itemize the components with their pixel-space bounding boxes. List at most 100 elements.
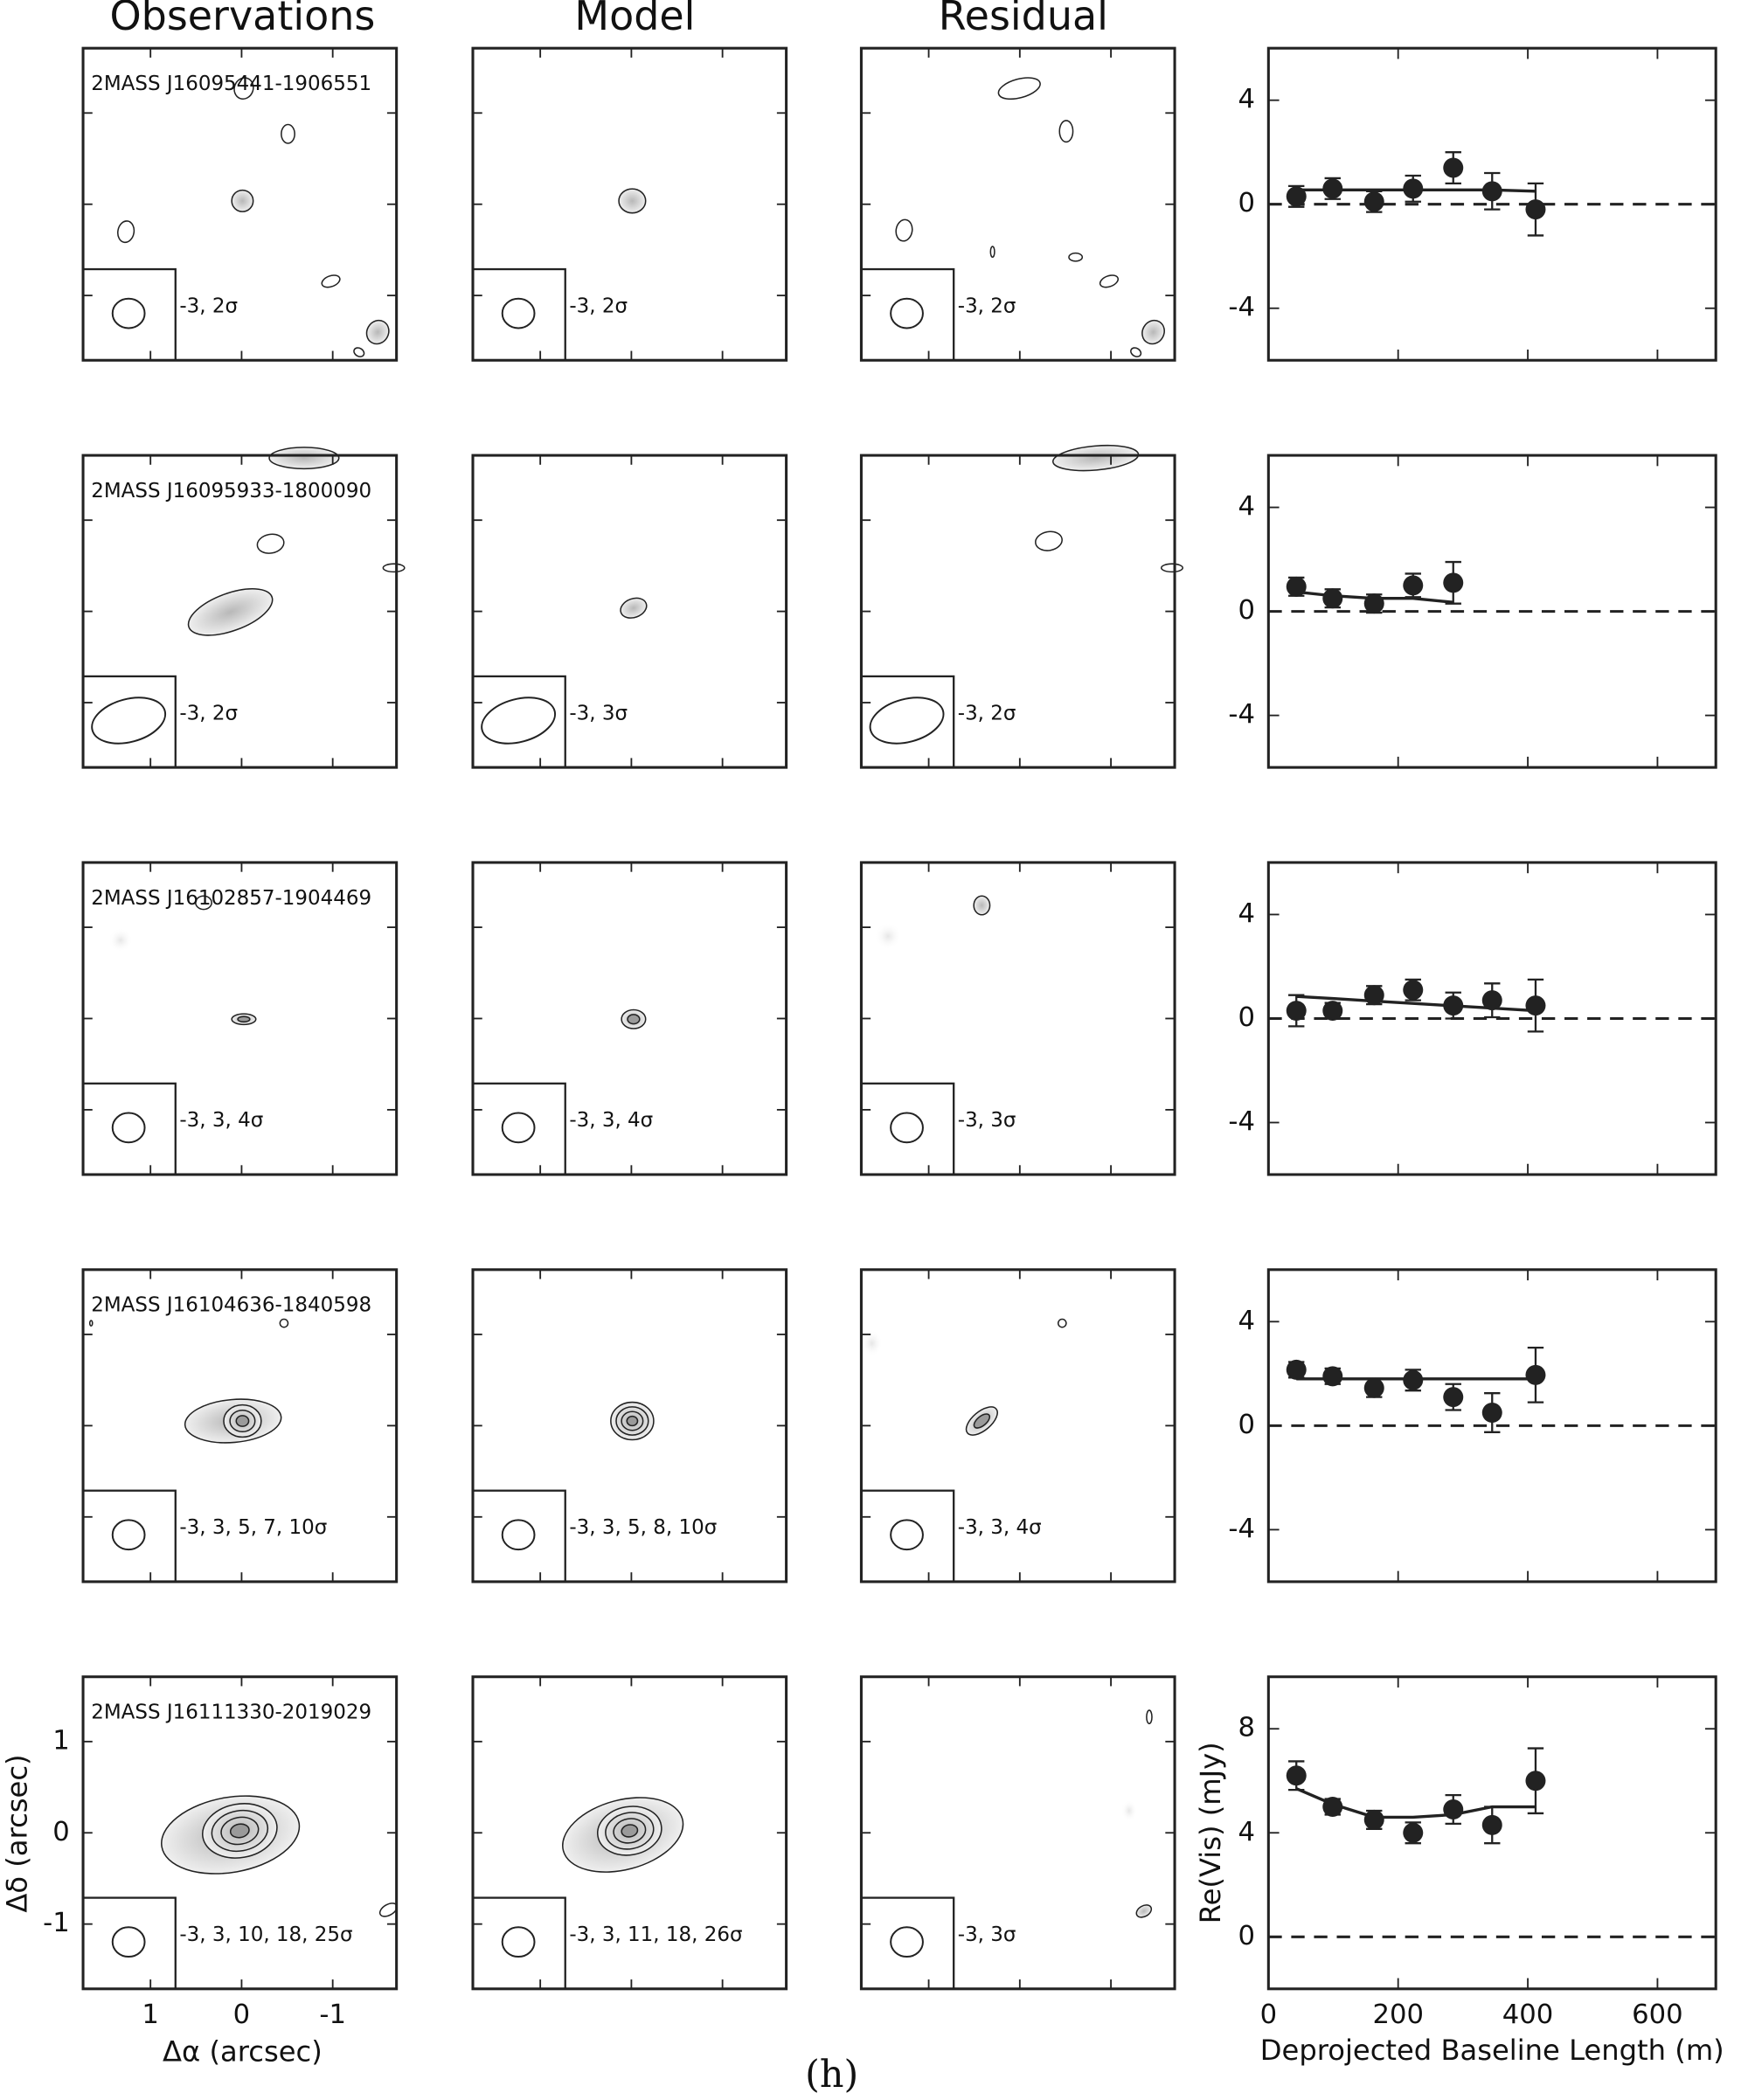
beam <box>890 297 924 329</box>
beam-box <box>860 1896 955 1990</box>
data-point <box>1403 178 1424 199</box>
column-title: Residual <box>939 0 1108 39</box>
x-tick-label: 600 <box>1632 2000 1682 2030</box>
beam <box>501 1519 536 1551</box>
contour <box>973 1413 991 1429</box>
beam <box>111 297 146 329</box>
data-point <box>1403 980 1424 1001</box>
contour <box>237 1015 251 1023</box>
contour <box>605 1812 655 1850</box>
contour <box>229 1823 250 1839</box>
map-panel: -3, 3σ <box>859 861 1176 1176</box>
contour <box>613 1818 647 1844</box>
beam <box>481 697 557 745</box>
column-title: Observations <box>109 0 375 39</box>
beam-box <box>81 675 177 769</box>
contour-levels: -3, 3, 5, 7, 10σ <box>179 1516 327 1539</box>
x-tick-label: 400 <box>1502 2000 1553 2030</box>
map-panel: -3, 3, 5, 7, 10σ 2MASS J16104636-1840598 <box>81 1268 399 1584</box>
data-point <box>1322 1797 1343 1817</box>
panel-frame <box>859 1268 1176 1584</box>
panel-frame <box>471 1675 788 1991</box>
data-point <box>1443 995 1464 1016</box>
y-tick-label: 0 <box>1238 1921 1256 1951</box>
contour-levels: -3, 2σ <box>569 295 628 317</box>
beam-box <box>471 1896 566 1990</box>
contour-levels: -3, 3σ <box>569 702 628 724</box>
contour <box>989 246 995 259</box>
contour-levels: -3, 3, 10, 18, 25σ <box>179 1923 352 1946</box>
data-point <box>1481 1814 1502 1835</box>
data-point <box>1403 1369 1424 1390</box>
map-panel: -3, 3, 11, 18, 26σ <box>471 1675 788 1991</box>
contour <box>365 319 390 345</box>
map-panel: -3, 2σ <box>859 46 1176 362</box>
data-point <box>1481 181 1502 202</box>
source-name: 2MASS J16102857-1904469 <box>91 887 371 910</box>
y-tick-label: 0 <box>1238 188 1256 218</box>
y-tick-label: 4 <box>1238 1817 1256 1847</box>
beam-box <box>860 1082 955 1176</box>
data-point <box>1363 593 1384 614</box>
contour <box>1099 274 1120 288</box>
data-point <box>1403 1822 1424 1843</box>
map-panel: -3, 3σ <box>471 454 788 769</box>
contour <box>321 274 341 288</box>
contour <box>626 1415 639 1427</box>
contour <box>279 1318 289 1328</box>
data-point <box>1481 1403 1502 1423</box>
contour <box>88 1320 94 1327</box>
y-tick-label: 0 <box>1238 1410 1256 1440</box>
data-point <box>1322 178 1343 199</box>
beam <box>91 697 167 745</box>
beam-box <box>81 1896 177 1990</box>
y-tick-label: 4 <box>1238 1306 1256 1336</box>
beam-box <box>81 267 177 362</box>
beam-box <box>860 267 955 362</box>
data-point <box>1286 576 1307 597</box>
beam-box <box>471 675 566 769</box>
panel-frame <box>471 1268 788 1584</box>
panel-frame <box>859 861 1176 1176</box>
map-panel: -3, 3σ <box>859 1675 1176 1991</box>
map-panel: -3, 2σ 2MASS J16095441-1906551 <box>81 46 399 362</box>
x-tick-label: 0 <box>233 2000 251 2030</box>
caption: (h) <box>805 2053 858 2097</box>
contour <box>256 533 285 554</box>
x-axis-label: Deprojected Baseline Length (m) <box>1260 2034 1724 2067</box>
panel-frame <box>81 1268 399 1584</box>
plot-background <box>1268 455 1717 768</box>
panel-frame <box>859 1675 1176 1991</box>
beam <box>890 1519 924 1551</box>
contour <box>353 347 365 357</box>
beam-box <box>471 267 566 362</box>
map-panel: -3, 3, 4σ <box>471 861 788 1176</box>
y-tick-label: 0 <box>1238 595 1256 626</box>
contour <box>1160 563 1184 573</box>
contour-levels: -3, 3, 4σ <box>569 1109 653 1132</box>
contour <box>211 1809 269 1853</box>
contour <box>621 1410 644 1431</box>
data-point <box>1286 186 1307 207</box>
plot-frame <box>1266 1675 1717 1991</box>
plot-frame <box>1266 1268 1717 1584</box>
data-point <box>1443 1387 1464 1408</box>
panel-frame <box>859 454 1176 769</box>
contour <box>627 1014 641 1025</box>
data-point <box>1286 1001 1307 1022</box>
data-point <box>1286 1765 1307 1786</box>
y-tick-label: -4 <box>1228 699 1255 730</box>
source-name: 2MASS J16095933-1800090 <box>91 480 371 502</box>
contour <box>233 77 254 100</box>
contour <box>235 1415 250 1427</box>
panel-frame <box>81 46 399 362</box>
emission <box>874 922 902 950</box>
contour <box>1146 1709 1153 1725</box>
contour <box>1141 319 1165 345</box>
contour <box>615 1406 649 1436</box>
contour <box>1057 1318 1067 1328</box>
map-panel: -3, 3, 4σ 2MASS J16102857-1904469 <box>81 861 399 1176</box>
contour <box>1130 347 1142 357</box>
data-point <box>1286 1359 1307 1380</box>
contour-levels: -3, 3, 11, 18, 26σ <box>569 1923 742 1946</box>
